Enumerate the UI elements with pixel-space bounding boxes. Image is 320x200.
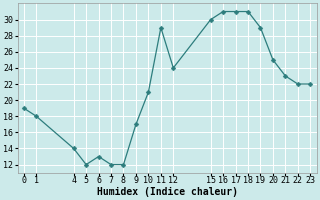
X-axis label: Humidex (Indice chaleur): Humidex (Indice chaleur) <box>97 186 237 197</box>
